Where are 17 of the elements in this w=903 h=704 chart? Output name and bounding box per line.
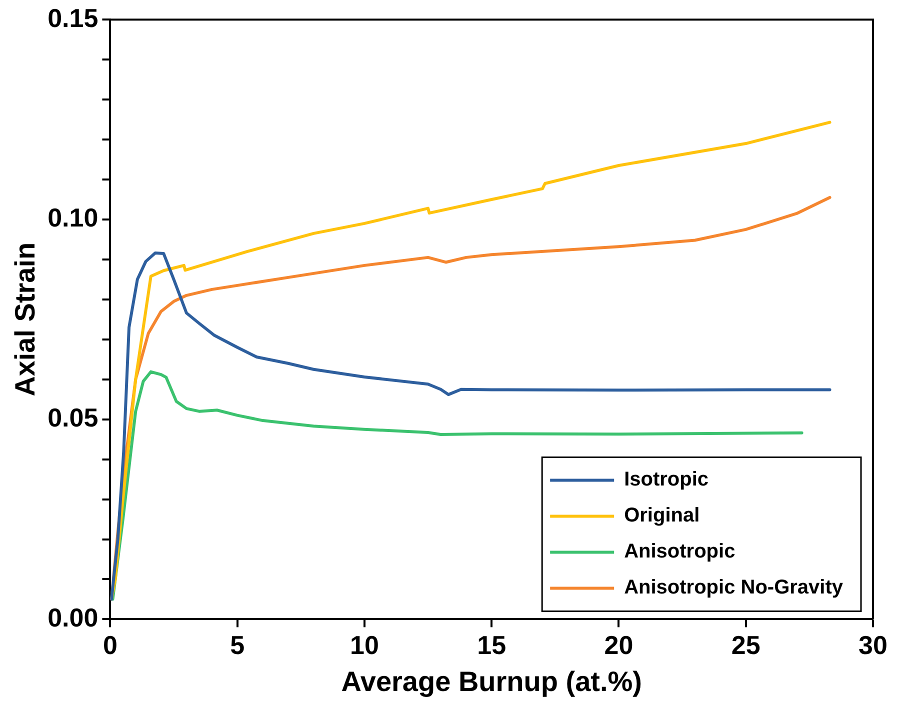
- x-tick-label: 5: [230, 630, 245, 660]
- y-tick-label: 0.05: [48, 402, 98, 433]
- x-tick-label: 15: [477, 630, 506, 660]
- y-tick-label: 0.15: [48, 2, 98, 33]
- y-tick-label: 0.10: [48, 202, 98, 233]
- legend-label: Isotropic: [624, 468, 709, 491]
- x-tick-label: 30: [858, 630, 888, 660]
- x-tick-label: 25: [731, 630, 760, 660]
- x-tick-label: 20: [604, 630, 634, 660]
- legend-label: Anisotropic: [624, 540, 736, 563]
- x-tick-label: 10: [350, 630, 379, 660]
- y-tick-label: 0.00: [48, 602, 98, 632]
- legend-label: Original: [624, 504, 700, 527]
- x-tick-label: 0: [102, 630, 118, 660]
- legend-label: Anisotropic No-Gravity: [624, 576, 844, 599]
- x-axis-title: Average Burnup (at.%): [341, 666, 642, 697]
- y-axis-title: Axial Strain: [10, 242, 41, 396]
